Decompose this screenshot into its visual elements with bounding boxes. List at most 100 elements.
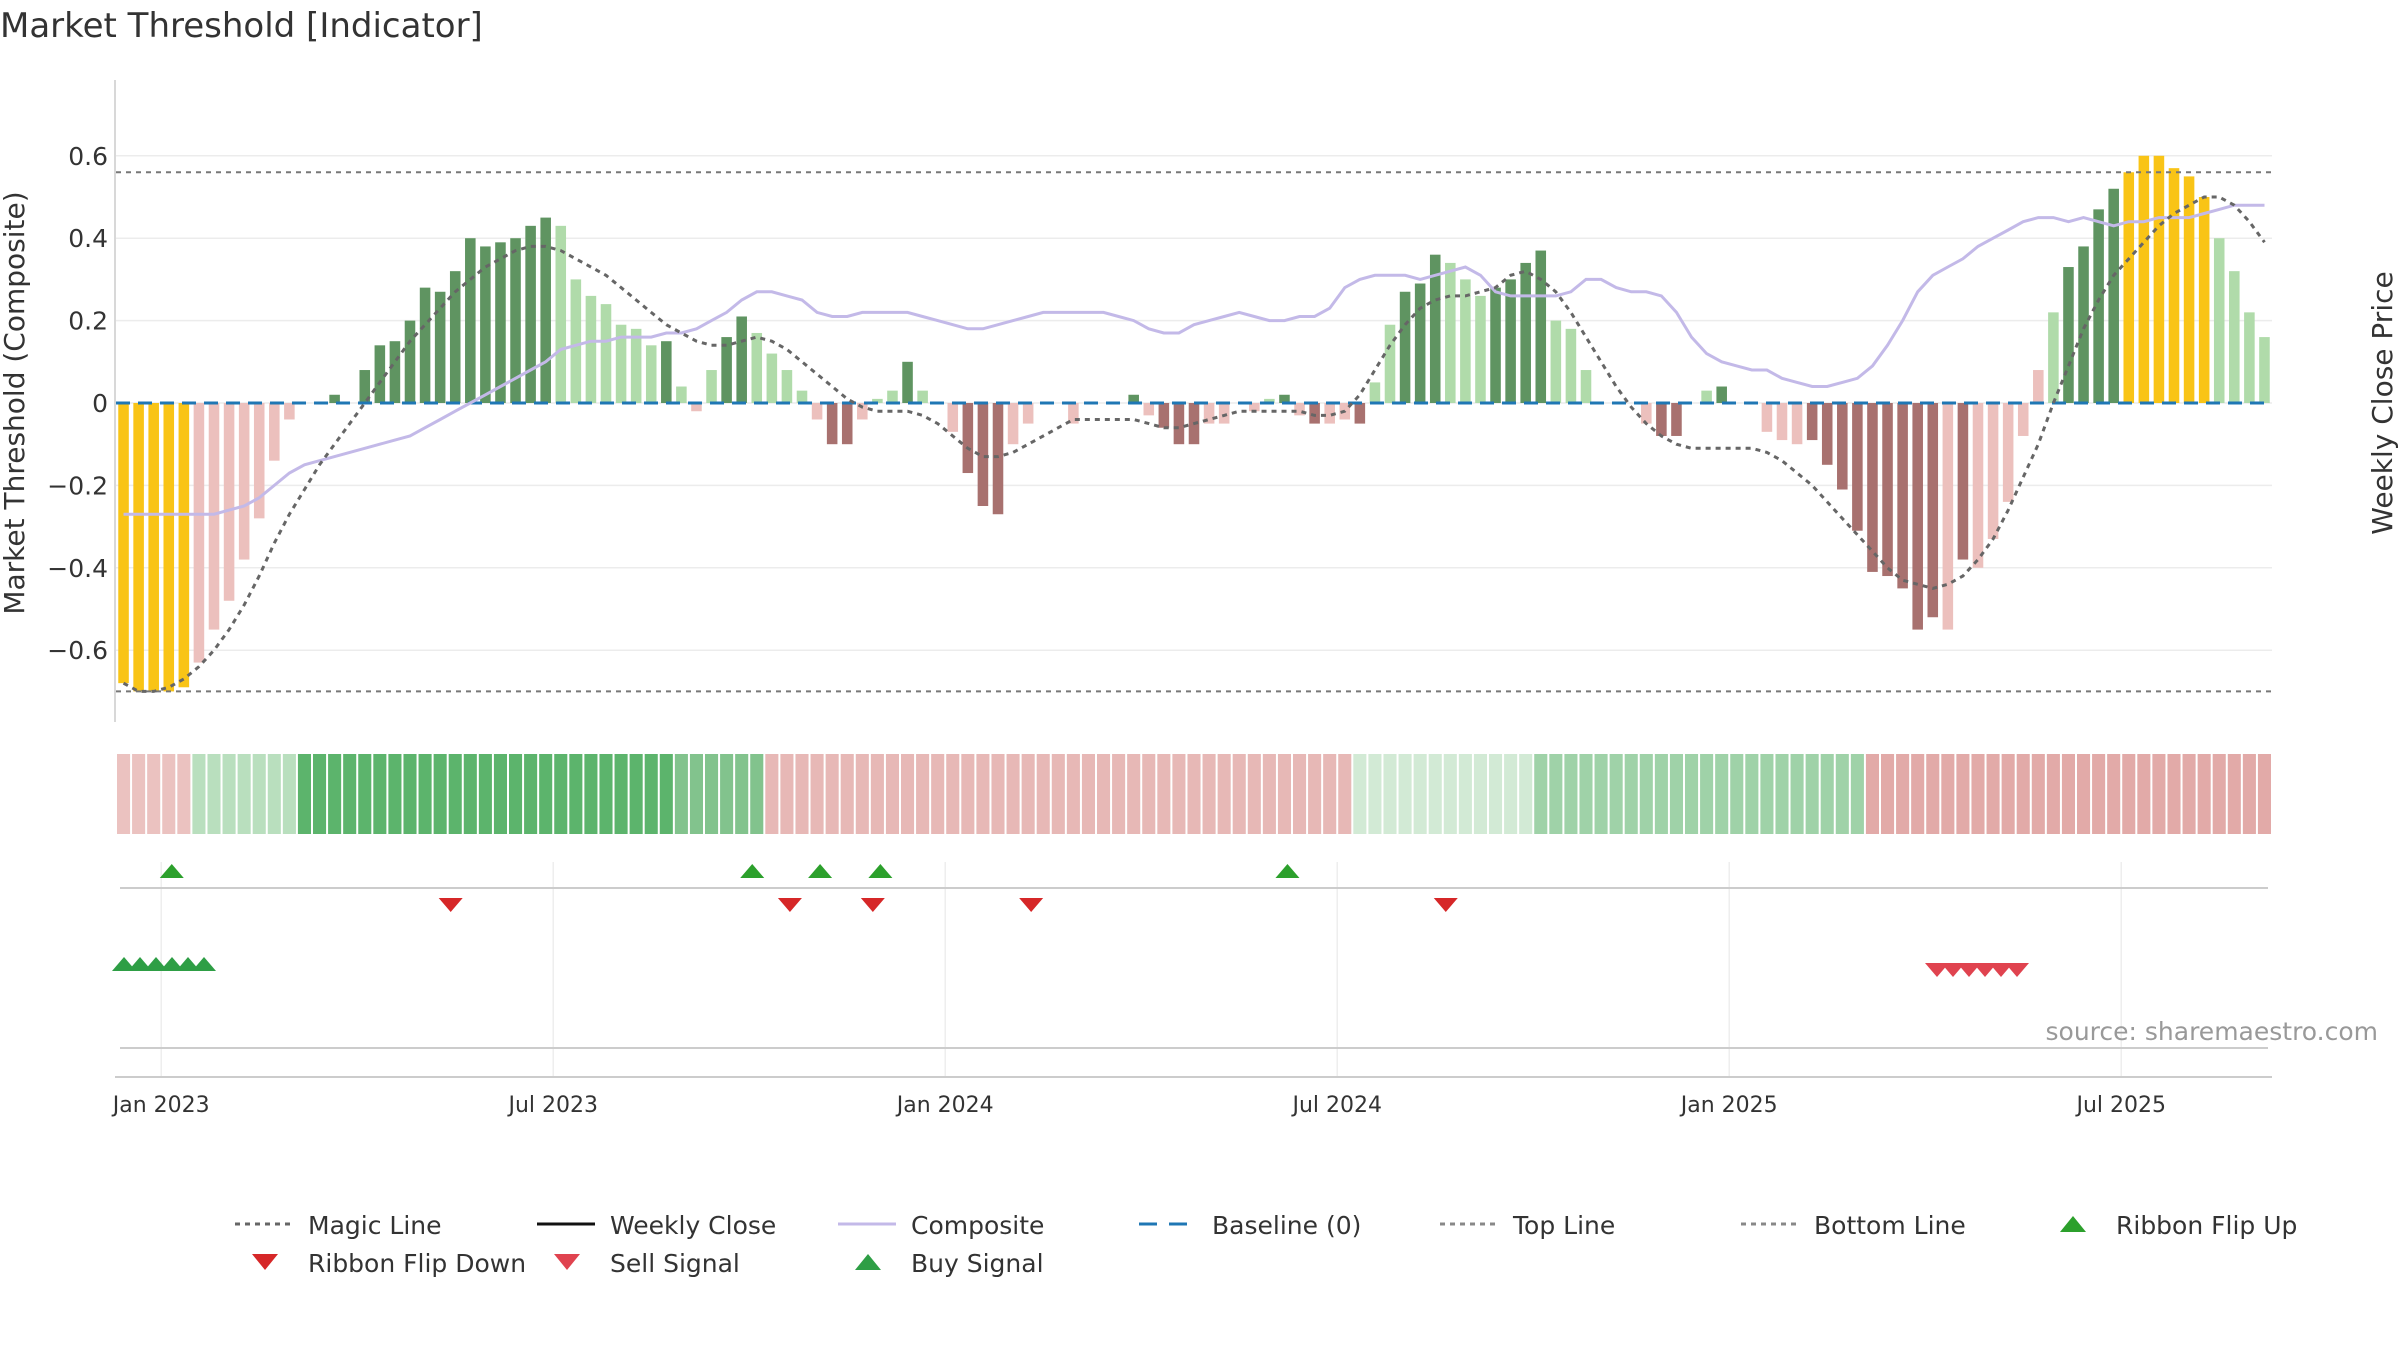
ribbon-cell — [478, 754, 492, 834]
ribbon-cell — [810, 754, 824, 834]
composite-bar — [841, 403, 853, 445]
ribbon-cell — [493, 754, 507, 834]
ribbon-cell — [2046, 754, 2060, 834]
ribbon-cell — [674, 754, 688, 834]
ribbon-cell — [1413, 754, 1427, 834]
buy-signal-marker — [176, 957, 200, 971]
composite-bar — [1791, 403, 1803, 445]
ribbon-cell — [931, 754, 945, 834]
ribbon-cell — [1142, 754, 1156, 834]
composite-bar — [404, 320, 416, 403]
composite-bar — [1429, 254, 1441, 403]
ribbon-cell — [117, 754, 131, 834]
ribbon-cell — [840, 754, 854, 834]
ribbon-cell — [1187, 754, 1201, 834]
ribbon-cell — [162, 754, 176, 834]
buy-signal-marker — [112, 957, 136, 971]
composite-bar — [796, 390, 808, 403]
composite-bar — [1158, 403, 1170, 428]
ribbon-cell — [2077, 754, 2091, 834]
composite-bar — [1384, 324, 1396, 403]
x-tick-label: Jan 2023 — [111, 1093, 210, 1118]
ribbon-cell — [1398, 754, 1412, 834]
ribbon-cell — [1986, 754, 2000, 834]
composite-bar — [178, 403, 190, 688]
composite-bar — [2108, 188, 2119, 403]
ribbon-cell — [207, 754, 221, 834]
legend-label: Weekly Close — [610, 1211, 776, 1240]
ribbon-cell — [2227, 754, 2241, 834]
composite-bar — [2138, 155, 2150, 403]
composite-bar — [2153, 155, 2165, 403]
ribbon-flip-up-marker — [740, 864, 765, 878]
ribbon-cell — [1685, 754, 1699, 834]
composite-bar — [1852, 403, 1863, 531]
ribbon-cell — [1232, 754, 1246, 834]
legend-marker — [554, 1254, 580, 1270]
composite-bar — [1218, 403, 1230, 424]
ribbon-cell — [1881, 754, 1895, 834]
composite-bar — [1927, 403, 1939, 618]
composite-bar — [2168, 168, 2180, 403]
ribbon-cell — [2092, 754, 2106, 834]
x-tick-label: Jan 2024 — [895, 1093, 994, 1118]
composite-bar — [238, 403, 250, 560]
legend-marker — [252, 1254, 278, 1270]
composite-bar — [570, 279, 582, 403]
composite-bar — [1249, 403, 1260, 412]
ribbon-cell — [509, 754, 523, 834]
sell-signal-marker — [1973, 963, 1997, 977]
composite-bar — [1022, 403, 1034, 424]
legend-label: Baseline (0) — [1212, 1211, 1361, 1240]
ribbon-cell — [1368, 754, 1382, 834]
ribbon-cell — [1941, 754, 1955, 834]
ribbon-cell — [1443, 754, 1457, 834]
composite-bar — [419, 287, 431, 403]
ribbon-cell — [433, 754, 447, 834]
composite-bar — [615, 324, 627, 403]
legend-label: Ribbon Flip Down — [308, 1249, 526, 1278]
ribbon-cell — [1564, 754, 1578, 834]
composite-bar — [1490, 287, 1501, 403]
composite-bar — [872, 398, 883, 403]
ribbon-cell — [644, 754, 658, 834]
ribbon-cell — [1654, 754, 1668, 834]
ribbon-cell — [1549, 754, 1563, 834]
composite-bar — [2033, 370, 2044, 403]
composite-bar — [1535, 250, 1547, 403]
ribbon-flip-down-marker — [1433, 898, 1458, 912]
ribbon-cell — [1745, 754, 1759, 834]
ribbon-cell — [1790, 754, 1804, 834]
composite-bar — [1867, 403, 1878, 572]
ribbon-cell — [177, 754, 191, 834]
ribbon-cell — [1760, 754, 1774, 834]
composite-bar — [1942, 403, 1954, 630]
ribbon-cell — [1775, 754, 1789, 834]
composite-bar — [1520, 262, 1531, 403]
composite-bar — [1007, 403, 1019, 445]
composite-bar — [2048, 312, 2059, 403]
ribbon-cell — [1926, 754, 1940, 834]
composite-bar — [1309, 403, 1320, 424]
ribbon-cell — [539, 754, 553, 834]
ribbon-cell — [735, 754, 749, 834]
ribbon-cell — [463, 754, 477, 834]
legend: Magic Line Weekly Close Composite Baseline … — [235, 1211, 2297, 1278]
legend-label: Composite — [911, 1211, 1044, 1240]
ribbon-cell — [1338, 754, 1352, 834]
ribbon-cell — [1956, 754, 1970, 834]
ribbon-cell — [1609, 754, 1623, 834]
ribbon-flip-up-marker — [1275, 864, 1300, 878]
source-note: source: sharemaestro.com — [2046, 1017, 2379, 1046]
composite-line — [123, 203, 2265, 516]
left-tick-label: −0.6 — [47, 636, 108, 665]
legend-label: Magic Line — [308, 1211, 442, 1240]
ribbon-cell — [1579, 754, 1593, 834]
ribbon-cell — [1669, 754, 1683, 834]
composite-bar — [2063, 267, 2074, 403]
composite-bar — [284, 403, 295, 420]
ribbon-cell — [1277, 754, 1291, 834]
ribbon-cell — [1428, 754, 1442, 834]
composite-bar — [736, 316, 747, 403]
ribbon-cell — [1247, 754, 1261, 834]
